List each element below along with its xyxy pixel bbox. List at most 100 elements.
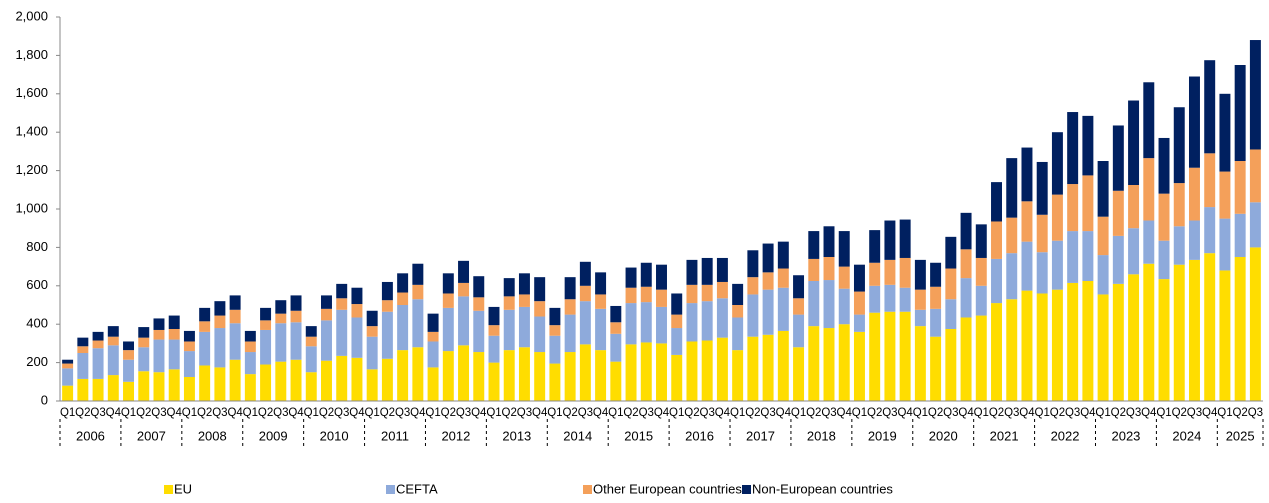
x-tick-label: Q4 (227, 407, 243, 419)
bar-segment (1128, 100, 1140, 185)
bar-segment (595, 350, 607, 401)
bar-segment (960, 317, 972, 401)
bar-segment (321, 360, 332, 401)
bar-segment (564, 299, 576, 315)
x-tick-label: Q4 (1080, 407, 1096, 419)
bar-segment (1006, 299, 1018, 401)
year-label: 2024 (1172, 428, 1201, 443)
bar-segment (975, 224, 987, 258)
bar-segment (945, 236, 957, 269)
x-tick-label: Q2 (867, 407, 882, 419)
bar-segment (777, 241, 789, 269)
bar-segment (77, 353, 89, 379)
bar-segment (62, 359, 74, 364)
bar-segment (1219, 270, 1231, 401)
bar-segment (1249, 247, 1261, 401)
bar-segment (92, 348, 104, 379)
bar-segment (168, 369, 180, 401)
bar-segment (884, 284, 896, 312)
bar-segment (62, 385, 74, 401)
bar-segment (1204, 60, 1216, 154)
bar-segment (397, 350, 409, 401)
y-tick-label: 200 (26, 354, 48, 369)
bar-segment (1128, 228, 1140, 275)
bar-segment (412, 284, 424, 300)
x-tick-label: Q2 (502, 407, 517, 419)
bar-segment (1158, 193, 1170, 241)
x-tick-label: Q3 (517, 407, 532, 419)
bar-segment (747, 250, 759, 278)
x-tick-label: Q2 (623, 407, 638, 419)
x-tick-label: Q1 (791, 407, 806, 419)
x-tick-label: Q4 (1019, 407, 1035, 419)
bar-segment (853, 331, 865, 401)
bar-segment (244, 352, 256, 375)
bar-segment (610, 305, 622, 323)
bar-segment (534, 352, 546, 401)
year-label: 2008 (198, 428, 227, 443)
bar-segment (153, 318, 165, 330)
bar-segment (610, 333, 622, 362)
x-tick-label: Q4 (532, 407, 548, 419)
bar-segment (138, 327, 150, 338)
bar-segment (899, 219, 911, 258)
x-tick-label: Q1 (425, 407, 440, 419)
bar-segment (153, 329, 165, 340)
bar-segment (290, 359, 302, 401)
y-tick-label: 600 (26, 277, 48, 292)
bar-segment (214, 367, 226, 401)
x-tick-label: Q3 (151, 407, 166, 419)
bar-segment (549, 325, 561, 336)
bar-segment (1067, 231, 1079, 283)
x-tick-label: Q3 (1065, 407, 1080, 419)
bar-segment (275, 323, 287, 362)
x-tick-label: Q3 (395, 407, 410, 419)
bar-segment (1097, 161, 1109, 217)
bar-segment (671, 293, 683, 315)
bar-segment (869, 262, 881, 286)
bar-segment (869, 312, 881, 401)
bar-segment (625, 267, 637, 288)
bar-segment (930, 308, 942, 337)
bar-segment (321, 295, 332, 309)
bar-segment (442, 293, 454, 308)
bar-segment (412, 347, 424, 401)
bar-segment (960, 212, 972, 250)
bar-segment (1234, 65, 1246, 161)
x-tick-label: Q2 (197, 407, 212, 419)
bar-segment (503, 309, 515, 351)
bar-segment (518, 273, 530, 295)
x-tick-label: Q2 (258, 407, 273, 419)
bar-segment (138, 371, 150, 401)
bar-segment (351, 304, 363, 318)
bar-segment (107, 326, 119, 337)
bar-segment (1021, 201, 1033, 242)
bar-segment (488, 335, 500, 363)
bar-segment (1006, 217, 1018, 254)
bar-segment (62, 363, 74, 369)
bar-segment (762, 272, 774, 290)
legend-label: EU (174, 481, 192, 496)
bar-segment (838, 288, 850, 325)
bar-segment (366, 369, 378, 401)
bar-segment (1143, 220, 1155, 264)
x-tick-label: Q4 (715, 407, 731, 419)
bar-segment (991, 221, 1002, 259)
year-label: 2023 (1111, 428, 1140, 443)
x-tick-label: Q4 (958, 407, 974, 419)
x-tick-label: Q2 (441, 407, 456, 419)
bar-segment (656, 343, 667, 401)
bar-segment (1173, 226, 1185, 265)
x-tick-label: Q2 (806, 407, 821, 419)
bar-segment (671, 354, 683, 401)
bar-segment (914, 289, 926, 310)
bar-segment (442, 307, 454, 352)
bar-segment (838, 266, 850, 289)
bar-segment (808, 281, 820, 327)
bar-segment (747, 294, 759, 337)
x-tick-label: Q4 (288, 407, 304, 419)
bar-segment (564, 277, 576, 300)
x-tick-label: Q3 (578, 407, 593, 419)
bar-segment (427, 331, 439, 342)
